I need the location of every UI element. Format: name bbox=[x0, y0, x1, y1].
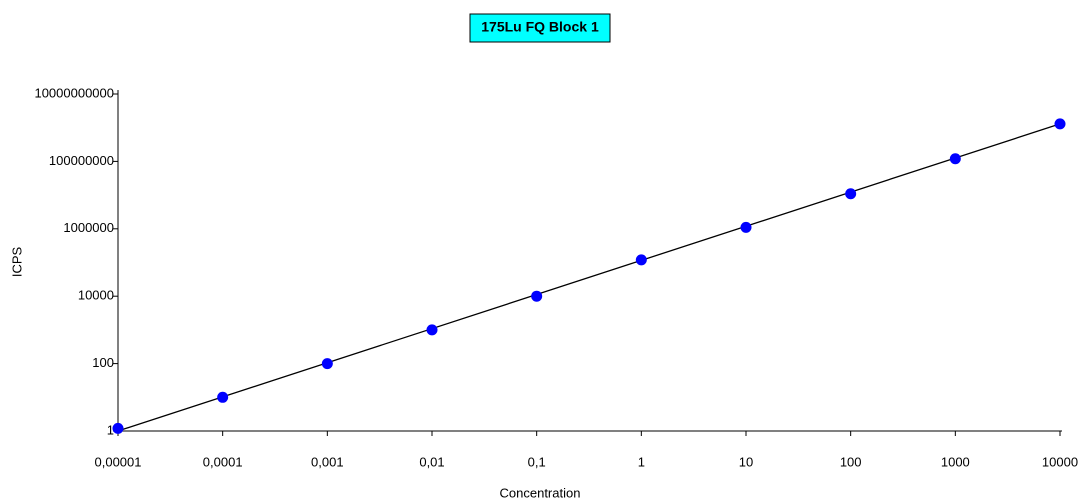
x-tick-label: 0,00001 bbox=[95, 454, 142, 469]
x-tick-label: 10000 bbox=[1042, 454, 1078, 469]
x-tick-label: 0,1 bbox=[528, 454, 546, 469]
data-point bbox=[112, 422, 124, 434]
y-tick-label: 1 bbox=[107, 422, 114, 437]
y-tick-label: 100 bbox=[92, 355, 114, 370]
x-tick-label: 1000 bbox=[941, 454, 970, 469]
x-tick-label: 1 bbox=[638, 454, 645, 469]
x-tick-label: 10 bbox=[739, 454, 753, 469]
data-point bbox=[217, 391, 229, 403]
x-tick-label: 0,0001 bbox=[203, 454, 243, 469]
y-tick-label: 1000000 bbox=[63, 220, 114, 235]
y-tick-label: 10000000000 bbox=[34, 85, 114, 100]
fit-line bbox=[117, 123, 1061, 432]
data-point bbox=[531, 290, 543, 302]
x-tick-label: 100 bbox=[840, 454, 862, 469]
data-point bbox=[845, 188, 857, 200]
data-point bbox=[1054, 118, 1066, 130]
data-point bbox=[635, 254, 647, 266]
x-tick-label: 0,01 bbox=[419, 454, 444, 469]
data-point bbox=[321, 358, 333, 370]
data-point bbox=[949, 153, 961, 165]
data-point bbox=[740, 221, 752, 233]
title-box bbox=[469, 13, 611, 43]
y-tick-label: 10000 bbox=[78, 288, 114, 303]
y-tick-label: 100000000 bbox=[49, 153, 114, 168]
x-axis-label: Concentration bbox=[500, 485, 581, 500]
chart-title: 175Lu FQ Block 1 bbox=[481, 19, 599, 35]
y-axis-label: ICPS bbox=[9, 247, 24, 278]
x-tick-label: 0,001 bbox=[311, 454, 344, 469]
data-point bbox=[426, 324, 438, 336]
